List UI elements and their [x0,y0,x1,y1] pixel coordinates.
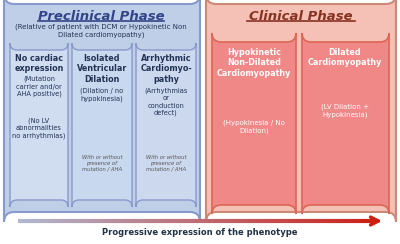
Text: (No LV
abnormalities
no arrhythmias): (No LV abnormalities no arrhythmias) [12,118,66,139]
Text: (LV Dilation +
Hypokinesia): (LV Dilation + Hypokinesia) [321,104,369,118]
FancyBboxPatch shape [212,33,296,214]
Text: Hypokinetic
Non-Dilated
Cardiomyopathy: Hypokinetic Non-Dilated Cardiomyopathy [217,48,291,78]
Text: With or without
presence of
mutation / AHA: With or without presence of mutation / A… [146,155,186,172]
Text: Clinical Phase: Clinical Phase [249,10,353,23]
Text: With or without
presence of
mutation / AHA: With or without presence of mutation / A… [82,155,122,172]
FancyBboxPatch shape [302,33,389,214]
FancyBboxPatch shape [4,0,200,222]
Text: (Arrhythmias
or
conduction
defect): (Arrhythmias or conduction defect) [144,88,188,116]
FancyBboxPatch shape [72,43,132,207]
Text: (Dilation / no
hypokinesia): (Dilation / no hypokinesia) [80,88,124,102]
FancyBboxPatch shape [136,43,196,207]
Text: (Relative of patient with DCM or Hypokinetic Non
Dilated cardiomyopathy): (Relative of patient with DCM or Hypokin… [15,24,187,38]
Text: Preclinical Phase: Preclinical Phase [38,10,164,23]
FancyBboxPatch shape [10,43,68,207]
FancyBboxPatch shape [206,0,396,222]
Text: No cardiac
expression: No cardiac expression [14,54,64,73]
Text: Dilated
Cardiomyopathy: Dilated Cardiomyopathy [308,48,382,67]
Text: (Hypokinesia / No
Dilation): (Hypokinesia / No Dilation) [223,120,285,134]
Text: (Mutation
carrier and/or
AHA positive): (Mutation carrier and/or AHA positive) [16,76,62,97]
Text: Isolated
Ventricular
Dilation: Isolated Ventricular Dilation [77,54,127,84]
Text: Arrhythmic
Cardiomyo-
pathy: Arrhythmic Cardiomyo- pathy [140,54,192,84]
Text: Progressive expression of the phenotype: Progressive expression of the phenotype [102,228,298,237]
